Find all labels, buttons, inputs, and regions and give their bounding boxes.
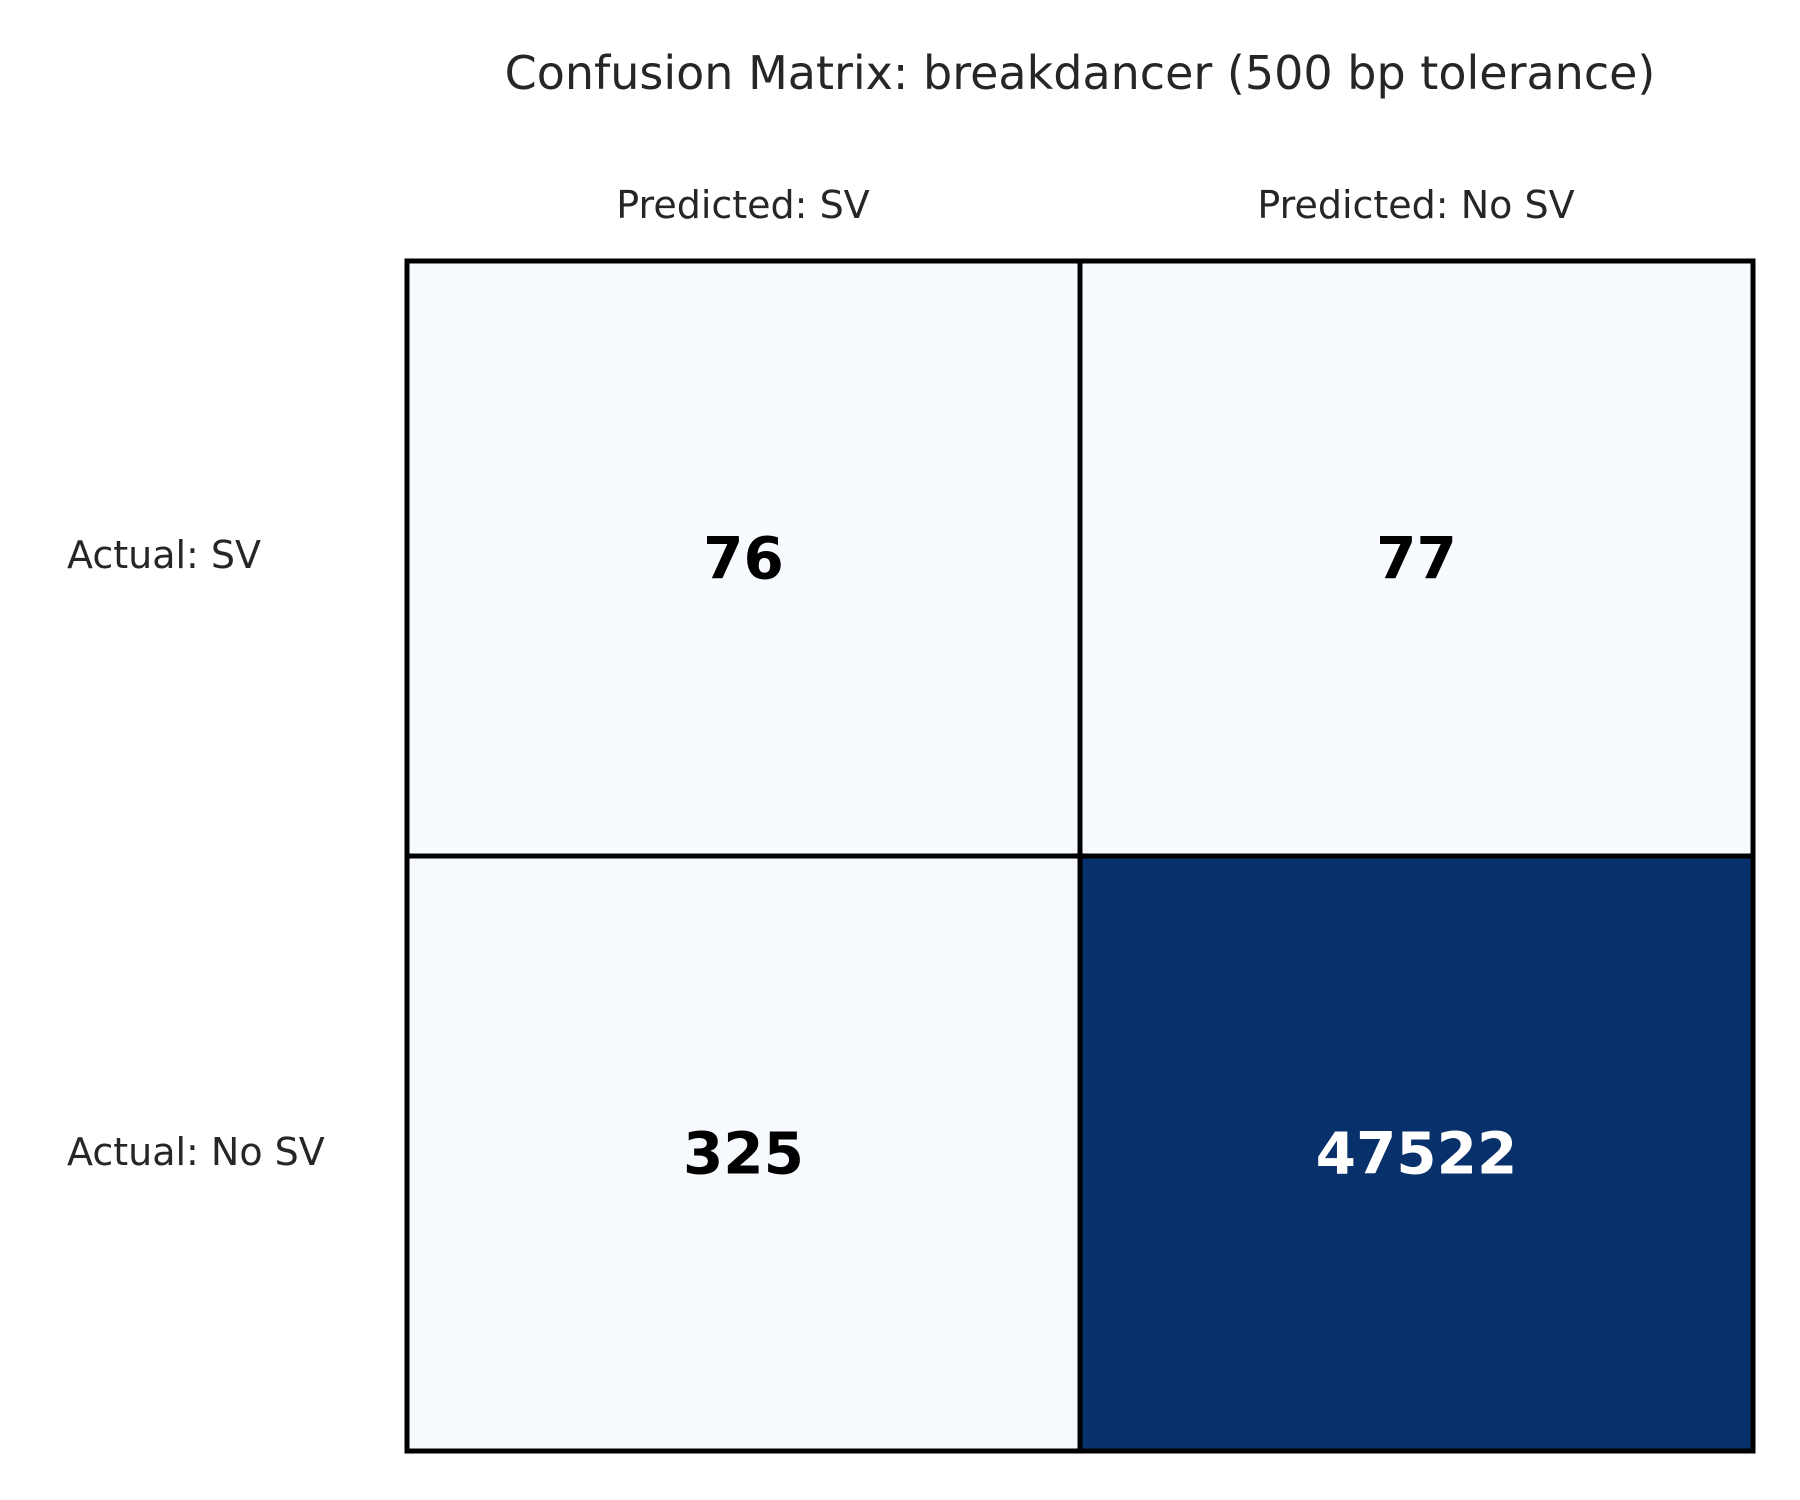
cell-actual-sv-predicted-sv: [404, 258, 1083, 859]
matrix-cells: [404, 258, 1756, 1454]
row-label-actual-sv: Actual: SV: [67, 533, 261, 577]
cell-value-actual-sv-predicted-sv: 76: [703, 525, 784, 593]
column-label-predicted-sv: Predicted: SV: [616, 183, 869, 227]
cell-value-actual-sv-predicted-no-sv: 77: [1376, 525, 1457, 593]
matrix-value-labels: 76 77 325 47522: [683, 525, 1517, 1188]
cell-actual-no-sv-predicted-sv: [404, 853, 1083, 1454]
row-label-actual-no-sv: Actual: No SV: [67, 1130, 325, 1174]
cell-actual-sv-predicted-no-sv: [1077, 258, 1756, 859]
cell-actual-no-sv-predicted-no-sv: [1077, 853, 1756, 1454]
chart-title: Confusion Matrix: breakdancer (500 bp to…: [505, 46, 1656, 100]
cell-value-actual-no-sv-predicted-no-sv: 47522: [1316, 1120, 1518, 1188]
cell-value-actual-no-sv-predicted-sv: 325: [683, 1120, 804, 1188]
column-label-predicted-no-sv: Predicted: No SV: [1257, 183, 1574, 227]
